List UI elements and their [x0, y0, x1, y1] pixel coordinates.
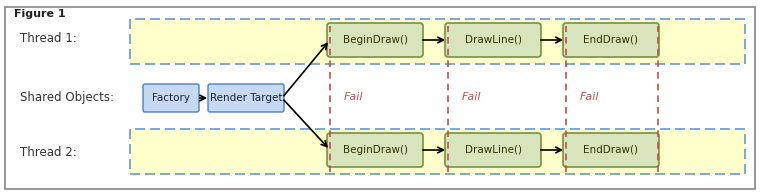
Text: Factory: Factory	[152, 93, 190, 103]
FancyBboxPatch shape	[327, 133, 423, 167]
Text: BeginDraw(): BeginDraw()	[342, 145, 408, 155]
Text: Thread 2:: Thread 2:	[20, 146, 77, 158]
Text: Fail: Fail	[462, 92, 482, 102]
FancyBboxPatch shape	[445, 23, 541, 57]
Text: Shared Objects:: Shared Objects:	[20, 90, 114, 104]
Text: Fail: Fail	[580, 92, 600, 102]
Text: DrawLine(): DrawLine()	[465, 35, 521, 45]
FancyBboxPatch shape	[130, 129, 745, 174]
Text: Thread 1:: Thread 1:	[20, 33, 77, 46]
FancyBboxPatch shape	[130, 19, 745, 64]
FancyBboxPatch shape	[563, 133, 659, 167]
Text: EndDraw(): EndDraw()	[584, 35, 639, 45]
Text: BeginDraw(): BeginDraw()	[342, 35, 408, 45]
Text: Figure 1: Figure 1	[14, 9, 66, 19]
FancyBboxPatch shape	[445, 133, 541, 167]
Text: DrawLine(): DrawLine()	[465, 145, 521, 155]
Text: EndDraw(): EndDraw()	[584, 145, 639, 155]
FancyBboxPatch shape	[563, 23, 659, 57]
FancyBboxPatch shape	[208, 84, 284, 112]
FancyBboxPatch shape	[143, 84, 199, 112]
Text: Fail: Fail	[344, 92, 363, 102]
FancyBboxPatch shape	[5, 7, 755, 189]
FancyBboxPatch shape	[327, 23, 423, 57]
Text: Render Target: Render Target	[210, 93, 282, 103]
